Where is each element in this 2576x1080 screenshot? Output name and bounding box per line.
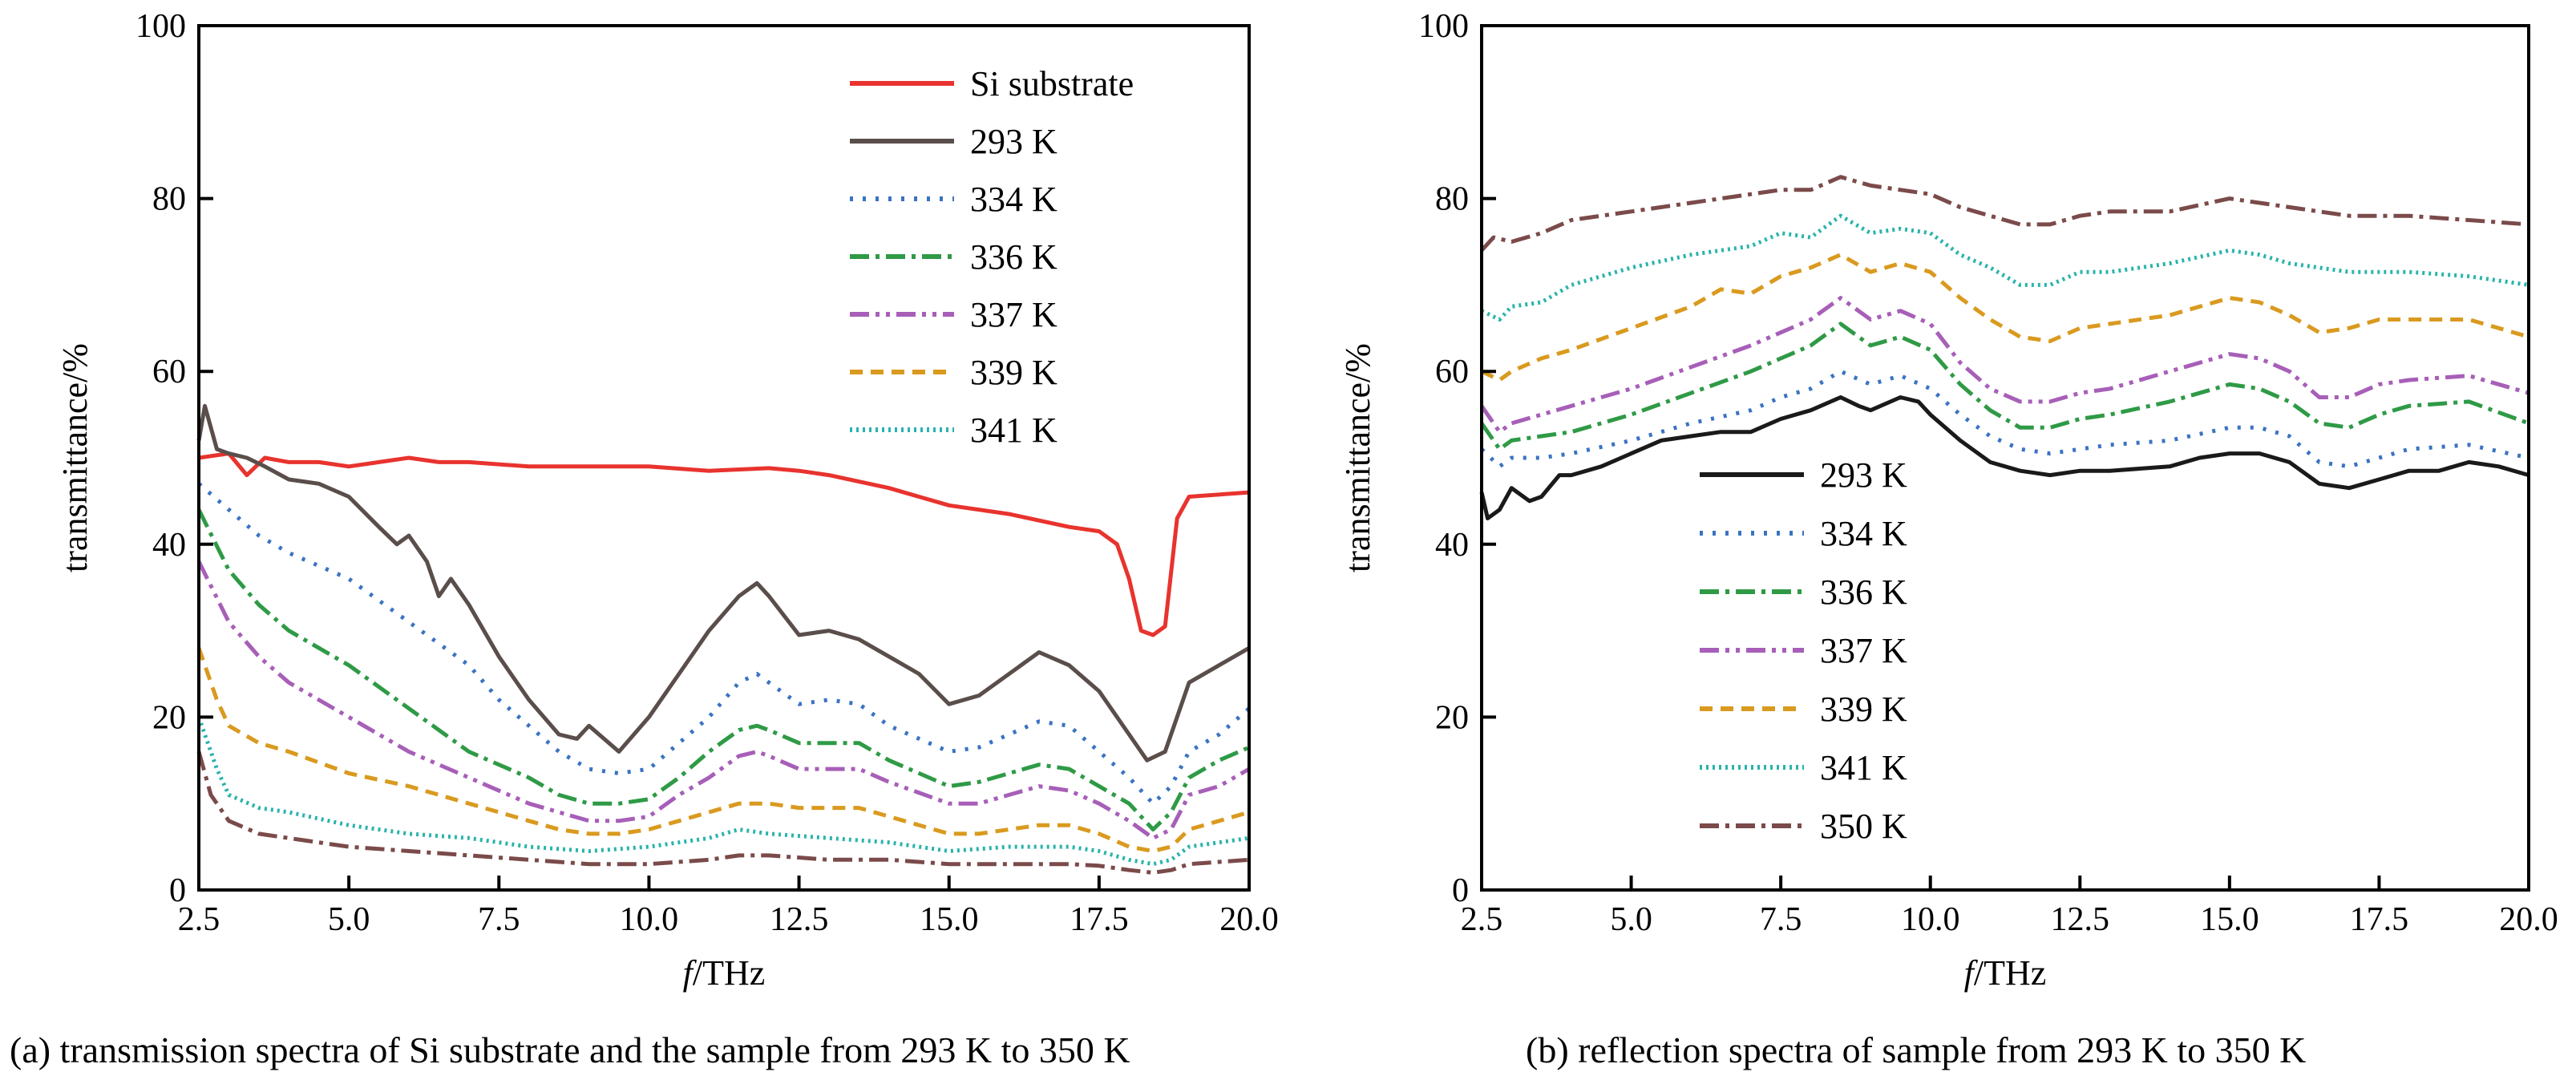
x-tick-label: 5.0 (328, 901, 370, 938)
x-tick-label: 20.0 (2499, 901, 2558, 938)
y-axis-title: transmittance/% (1338, 343, 1377, 572)
series-line-337-k (196, 560, 1251, 840)
y-tick-label: 20 (1435, 699, 1469, 736)
x-tick-label: 20.0 (1219, 901, 1279, 938)
x-tick-label: 17.5 (2350, 901, 2409, 938)
series-line-293-k (1479, 395, 2529, 520)
x-tick-label: 2.5 (1461, 901, 1503, 938)
series-line-341-k (196, 716, 1250, 867)
y-tick-label: 100 (135, 8, 186, 45)
series-line-350-k (1480, 175, 2529, 252)
legend-label: 336 K (1820, 572, 1907, 612)
series-line-unlabeled (196, 750, 1250, 875)
y-tick-label: 40 (152, 527, 186, 564)
series-line-341-k (1480, 213, 2529, 322)
x-axis-title-unit: /THz (693, 953, 765, 993)
legend-label: 334 K (970, 180, 1057, 219)
y-tick-label: 0 (1452, 872, 1469, 909)
legend-label: 293 K (1820, 455, 1907, 495)
y-tick-label: 80 (1435, 181, 1469, 218)
y-tick-label: 0 (169, 872, 186, 909)
plot-frame (197, 24, 1251, 892)
legend-label: 339 K (970, 353, 1057, 392)
legend-label: 337 K (1820, 631, 1907, 670)
y-axis-title: transmittance/% (55, 343, 95, 572)
legend-label: 293 K (970, 122, 1057, 161)
y-tick-label: 20 (152, 699, 186, 736)
plot-frame (1480, 24, 2530, 892)
x-axis-title: f/THz (683, 953, 766, 993)
x-axis-title: f/THz (1964, 953, 2047, 993)
legend-label: Si substrate (970, 64, 1134, 103)
legend-label: 334 K (1820, 514, 1907, 553)
series-line-293-k (196, 403, 1251, 762)
series-line-339-k (196, 647, 1250, 853)
x-tick-label: 7.5 (1760, 901, 1802, 938)
x-tick-label: 17.5 (1070, 901, 1129, 938)
series-line-si-substrate (198, 451, 1250, 637)
y-tick-label: 60 (1435, 354, 1469, 390)
x-tick-label: 15.0 (920, 901, 979, 938)
panel-b: 2.5 5.0 7.5 10.0 12.5 15.0 17.5 20.0 0 20 40 60 80 10… (1338, 8, 2558, 1070)
panel-caption: (a) transmission spectra of Si substrate… (10, 1029, 1130, 1070)
x-tick-label: 12.5 (770, 901, 829, 938)
series-line-336-k (1479, 322, 2529, 451)
y-tick-label: 60 (152, 354, 186, 390)
panel-caption: (b) reflection spectra of sample from 29… (1526, 1029, 2306, 1070)
x-tick-label: 15.0 (2200, 901, 2259, 938)
x-tick-label: 10.0 (1901, 901, 1960, 938)
panel-a: 2.5 5.0 7.5 10.0 12.5 15.0 17.5 20.0 0 20 40 60 80 10… (10, 8, 1279, 1070)
x-axis-title-unit: /THz (1974, 953, 2046, 993)
legend-label: 341 K (1820, 748, 1907, 787)
legend-label: 336 K (970, 237, 1057, 277)
y-tick-label: 100 (1418, 8, 1469, 45)
legend-label: 341 K (970, 411, 1057, 450)
x-tick-label: 12.5 (2051, 901, 2110, 938)
series-line-334-k (197, 482, 1251, 806)
x-tick-label: 2.5 (178, 901, 220, 938)
legend-label: 337 K (970, 295, 1057, 334)
x-tick-label: 5.0 (1610, 901, 1652, 938)
series-line-339-k (1480, 253, 2529, 382)
y-tick-label: 40 (1435, 527, 1469, 564)
series-line-336-k (196, 508, 1250, 831)
series-line-337-k (1479, 296, 2529, 435)
x-tick-label: 10.0 (620, 901, 679, 938)
x-tick-label: 7.5 (478, 901, 520, 938)
legend-label: 350 K (1820, 807, 1907, 846)
y-tick-label: 80 (152, 181, 186, 218)
legend-label: 339 K (1820, 690, 1907, 729)
